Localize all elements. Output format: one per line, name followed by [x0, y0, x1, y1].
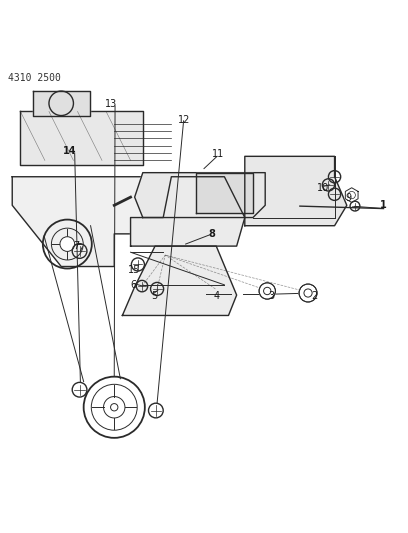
Text: 6: 6	[131, 280, 137, 290]
Text: 14: 14	[63, 147, 77, 157]
Text: 9: 9	[346, 193, 352, 204]
Polygon shape	[345, 188, 358, 203]
Polygon shape	[33, 91, 90, 116]
Text: 1: 1	[380, 200, 387, 211]
Polygon shape	[12, 177, 171, 266]
Polygon shape	[135, 173, 265, 217]
Text: 8: 8	[208, 229, 215, 239]
Text: 2: 2	[311, 291, 317, 301]
Text: 7: 7	[73, 241, 80, 251]
Text: 13: 13	[105, 99, 117, 109]
Text: 15: 15	[128, 265, 140, 275]
Polygon shape	[20, 111, 143, 165]
Circle shape	[60, 237, 75, 252]
Circle shape	[299, 284, 317, 302]
Text: 4: 4	[213, 291, 220, 301]
Text: 4310 2500: 4310 2500	[8, 72, 61, 83]
Text: 12: 12	[178, 115, 191, 125]
Polygon shape	[122, 246, 237, 316]
Text: 10: 10	[317, 183, 330, 193]
Polygon shape	[196, 173, 253, 213]
Text: 5: 5	[151, 291, 157, 301]
Circle shape	[111, 403, 118, 411]
Polygon shape	[131, 177, 245, 246]
Text: 3: 3	[268, 291, 275, 301]
Polygon shape	[245, 156, 347, 225]
Circle shape	[259, 283, 275, 299]
Text: 11: 11	[212, 149, 224, 159]
